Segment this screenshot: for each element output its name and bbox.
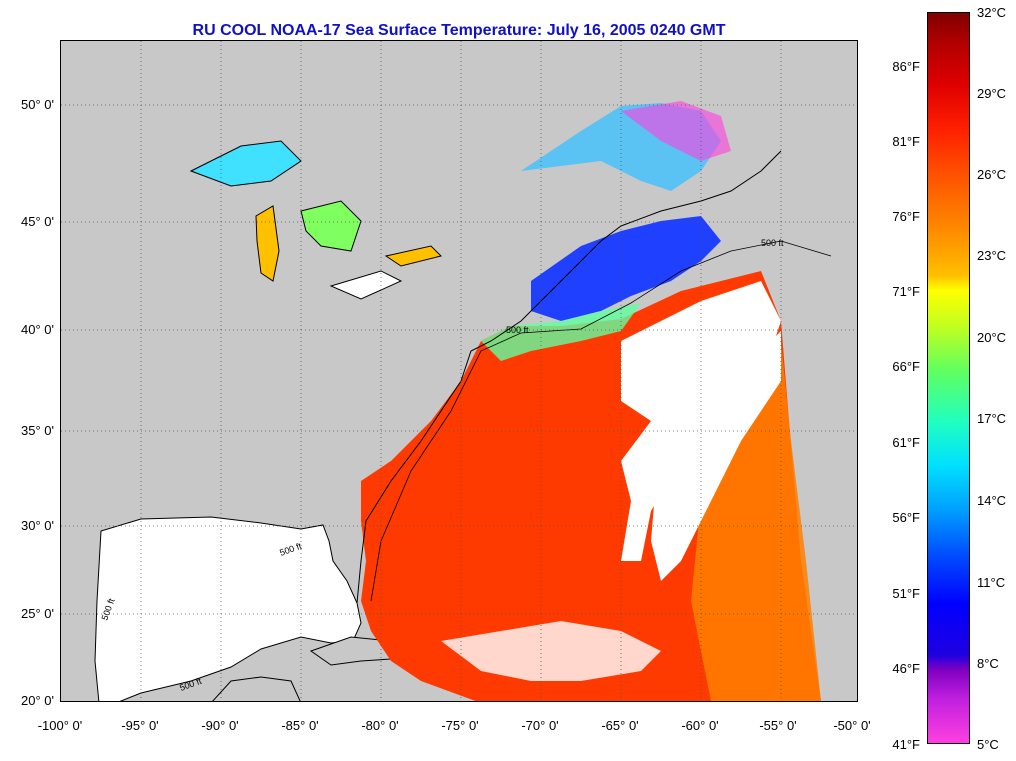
colorbar-fahrenheit-label: 81°F <box>892 134 920 149</box>
contour-label: 500 ft <box>761 238 784 248</box>
lat-label: 20° 0' <box>21 693 54 708</box>
lake-erie <box>329 270 403 300</box>
yucatan <box>212 676 301 701</box>
colorbar-celsius-label: 29°C <box>977 86 1007 101</box>
lat-label: 45° 0' <box>21 214 54 229</box>
lake-huron <box>300 200 362 252</box>
shelf-cyan <box>481 303 641 361</box>
st-lawrence-magenta <box>621 101 731 161</box>
colorbar-celsius-label: 8°C <box>977 656 999 671</box>
coastline <box>356 150 782 604</box>
colorbar-fahrenheit-label: 66°F <box>892 359 920 374</box>
map-canvas: 500 ft 500 ft 500 ft 500 ft 500 ft <box>61 41 857 701</box>
lake-michigan <box>255 205 280 282</box>
lon-label: -90° 0' <box>201 718 239 733</box>
lon-label: -50° 0' <box>833 718 871 733</box>
colorbar-fahrenheit-label: 61°F <box>892 435 920 450</box>
lat-label: 25° 0' <box>21 606 54 621</box>
gulf-of-mexico <box>94 516 362 701</box>
isobath-500ft <box>370 240 832 602</box>
lon-label: -95° 0' <box>121 718 159 733</box>
lon-label: -65° 0' <box>601 718 639 733</box>
lat-label: 30° 0' <box>21 518 54 533</box>
colorbar-fahrenheit-label: 71°F <box>892 284 920 299</box>
grid-lines <box>61 41 857 701</box>
colorbar-celsius-label: 11°C <box>977 575 1006 590</box>
lon-label: -100° 0' <box>37 718 83 733</box>
gulf-of-maine-cool <box>531 216 721 321</box>
colorbar-celsius-label: 32°C <box>977 5 1007 20</box>
lat-label: 35° 0' <box>21 423 54 438</box>
lon-label: -75° 0' <box>441 718 479 733</box>
temperature-colorbar <box>927 12 970 744</box>
lon-label: -70° 0' <box>521 718 559 733</box>
colorbar-celsius-label: 20°C <box>977 330 1007 345</box>
colorbar-celsius-label: 26°C <box>977 167 1007 182</box>
sst-map: 500 ft 500 ft 500 ft 500 ft 500 ft <box>60 40 858 702</box>
colorbar-fahrenheit-label: 46°F <box>892 661 920 676</box>
colorbar-celsius-label: 23°C <box>977 248 1007 263</box>
cloud-patch <box>651 331 781 581</box>
lon-label: -60° 0' <box>681 718 719 733</box>
cloud-patch <box>441 621 661 681</box>
lake-superior <box>189 140 302 187</box>
colorbar-fahrenheit-label: 51°F <box>892 586 920 601</box>
colorbar-celsius-label: 17°C <box>977 411 1007 426</box>
lake-ontario <box>384 245 442 267</box>
lon-label: -80° 0' <box>361 718 399 733</box>
contour-label: 500 ft <box>506 325 529 335</box>
lon-label: -85° 0' <box>281 718 319 733</box>
colorbar-celsius-label: 5°C <box>977 737 999 752</box>
colorbar-fahrenheit-label: 86°F <box>892 59 920 74</box>
lat-label: 40° 0' <box>21 322 54 337</box>
lon-label: -55° 0' <box>759 718 797 733</box>
lat-label: 50° 0' <box>21 97 54 112</box>
colorbar-celsius-label: 14°C <box>977 493 1007 508</box>
colorbar-fahrenheit-label: 41°F <box>892 737 920 752</box>
colorbar-fahrenheit-label: 76°F <box>892 209 920 224</box>
map-title: RU COOL NOAA-17 Sea Surface Temperature:… <box>192 22 726 39</box>
colorbar-fahrenheit-label: 56°F <box>892 510 920 525</box>
